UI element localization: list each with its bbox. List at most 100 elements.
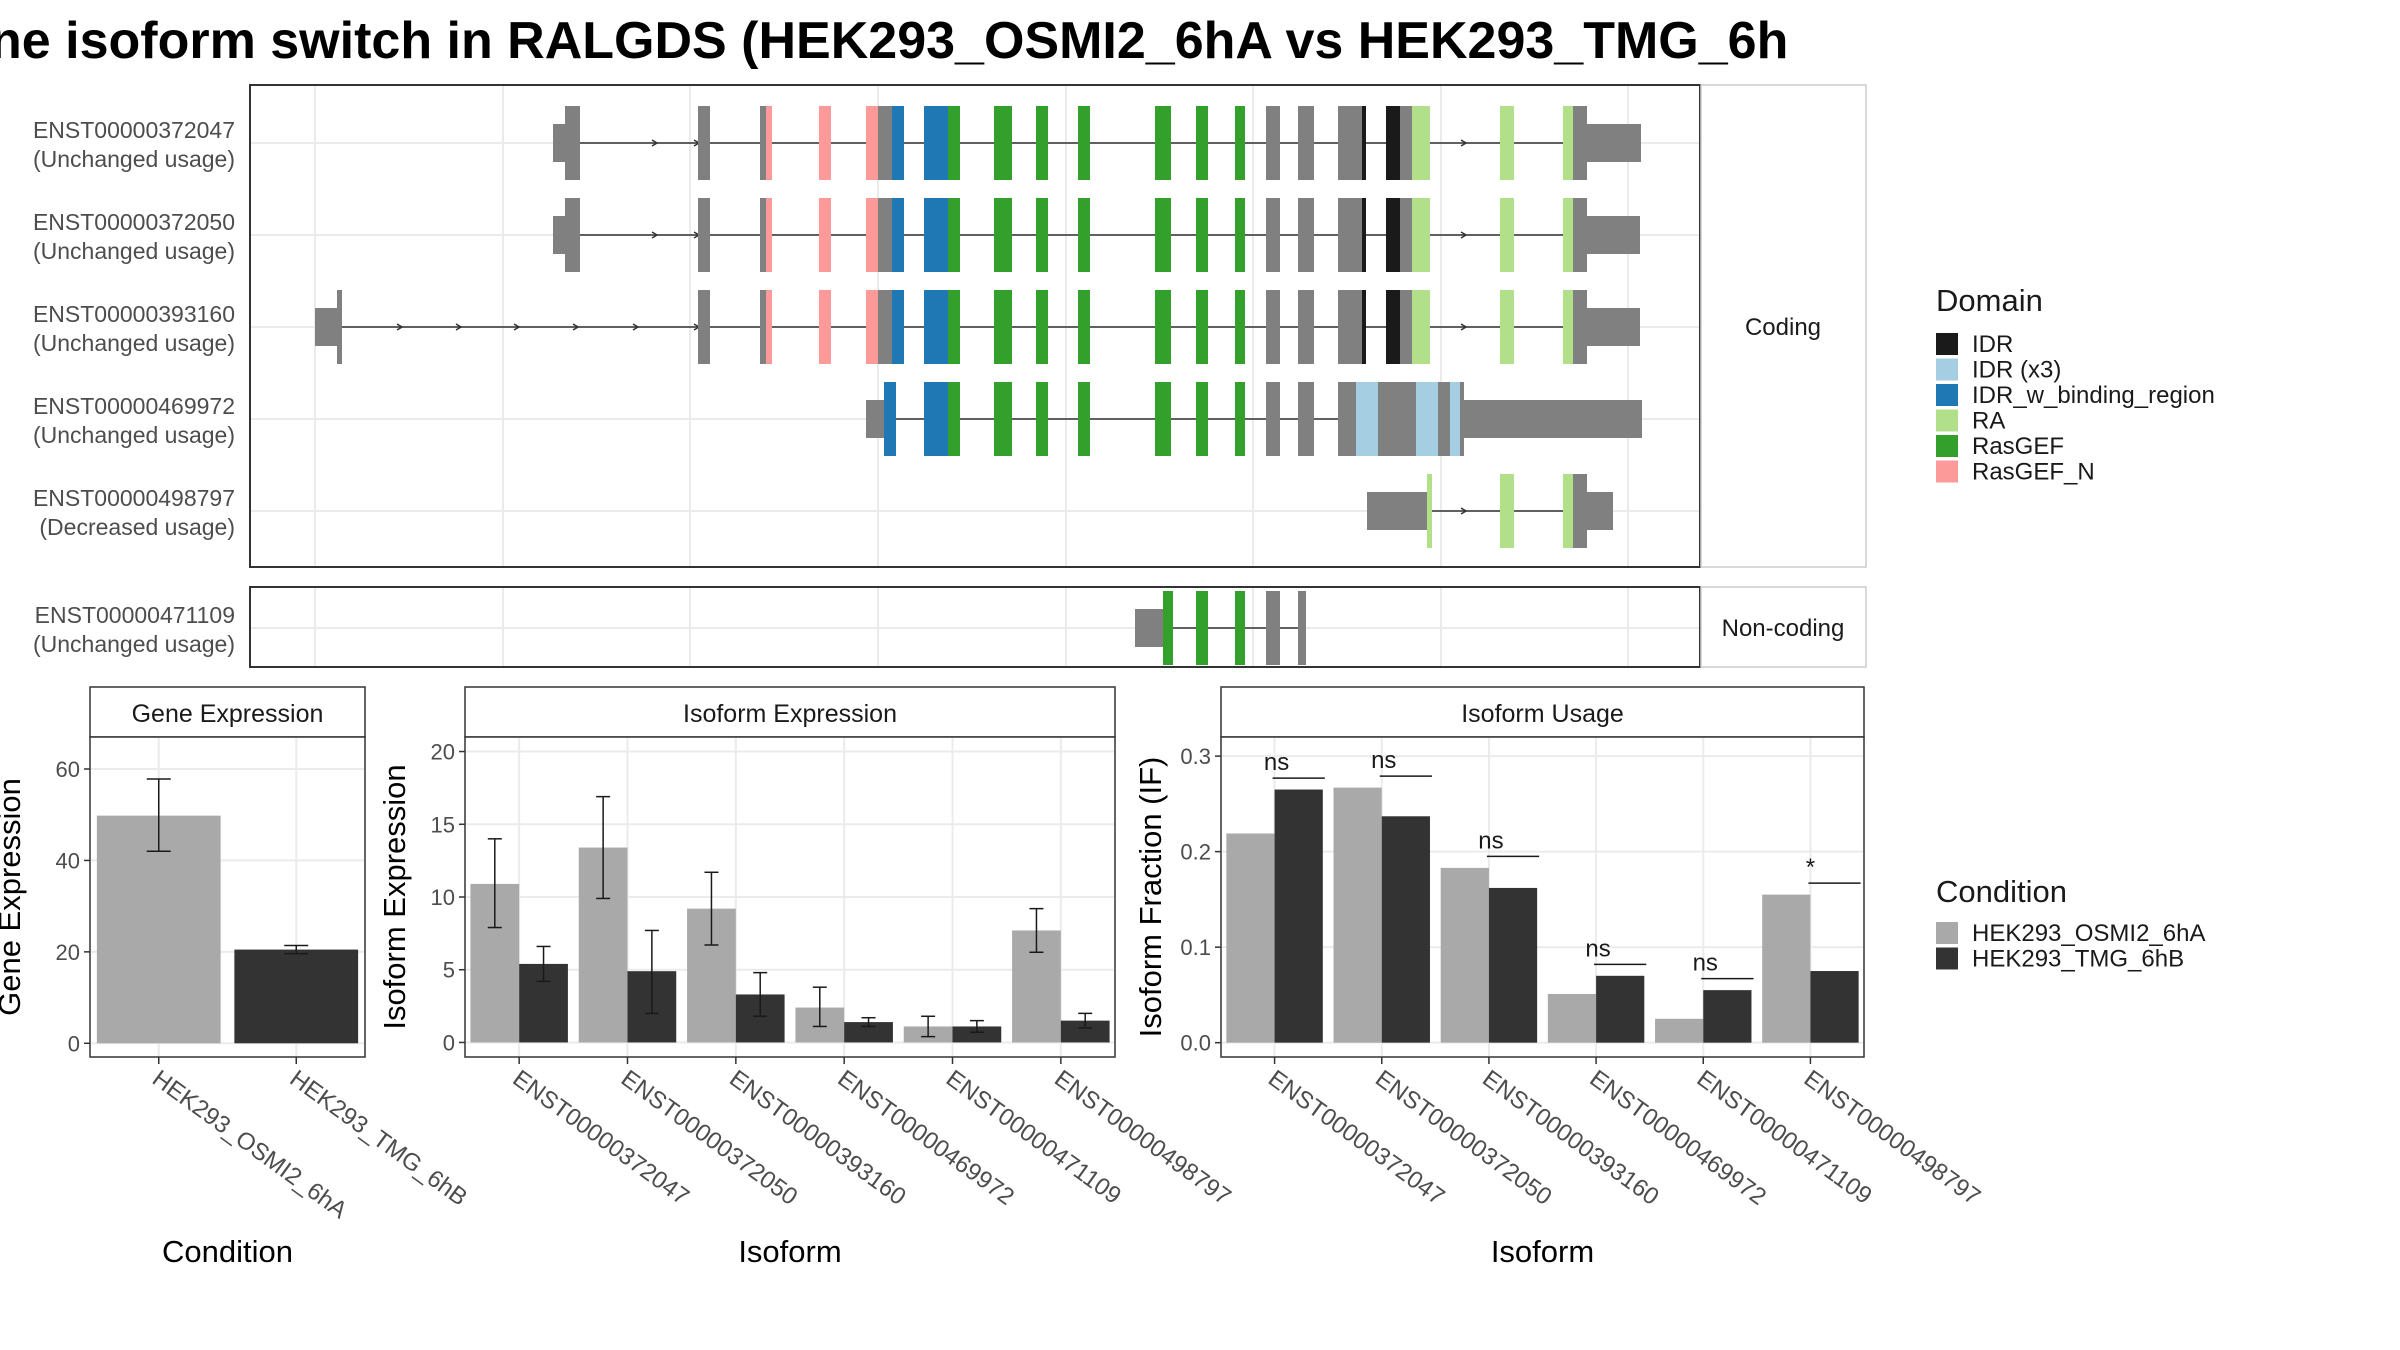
exon: [1163, 591, 1173, 665]
facet-strip-noncoding: [1700, 586, 1867, 668]
transcript-usage-label: (Decreased usage): [39, 514, 235, 540]
x-tick-label: ENST00000498797: [1049, 1065, 1235, 1211]
transcript-usage-label: (Unchanged usage): [33, 238, 235, 264]
panel-title: Isoform Usage: [1461, 700, 1624, 728]
exon: [1386, 198, 1400, 272]
y-tick-label: 0.2: [1180, 840, 1211, 865]
exon: [1573, 106, 1587, 180]
transcript-usage-label: (Unchanged usage): [33, 146, 235, 172]
x-tick-label: ENST00000372047: [1263, 1065, 1449, 1211]
y-axis-title: Isoform Expression: [377, 764, 412, 1029]
significance-label: ns: [1478, 827, 1503, 854]
bar: [1440, 867, 1489, 1043]
exon: [1386, 290, 1400, 364]
strand-arrow: [396, 323, 404, 331]
exon: [1196, 591, 1208, 665]
y-tick-label: 15: [431, 812, 455, 837]
exon: [1298, 290, 1314, 364]
legend-condition-label: HEK293_TMG_6hB: [1972, 946, 2184, 973]
legend-domain-label: IDR_w_binding_region: [1972, 382, 2215, 409]
x-tick-label: ENST00000469972: [1585, 1065, 1771, 1211]
x-tick-label: ENST00000471109: [1692, 1065, 1877, 1210]
exon: [1400, 106, 1412, 180]
exon: [1563, 474, 1573, 548]
transcript-id-label: ENST00000469972: [33, 393, 235, 419]
x-tick-label: ENST00000393160: [1477, 1065, 1663, 1211]
panel-box: [1220, 736, 1865, 1058]
x-tick-label: ENST00000372050: [1370, 1065, 1556, 1211]
legend-domain-title: Domain: [1936, 283, 2043, 318]
strand-arrow: [572, 323, 580, 331]
bar: [1488, 887, 1538, 1043]
bar: [1226, 833, 1275, 1043]
y-axis-title: Gene Expression: [0, 778, 27, 1016]
legend-domain-swatch: [1936, 358, 1958, 381]
bar: [1274, 789, 1323, 1043]
exon: [1450, 382, 1460, 456]
exon: [1362, 198, 1366, 272]
exon: [878, 106, 892, 180]
bar: [1762, 894, 1811, 1043]
significance-label: ns: [1585, 935, 1610, 962]
exon: [948, 382, 960, 456]
exon: [1196, 382, 1208, 456]
facet-strip-coding: [1700, 84, 1867, 568]
exon: [1500, 198, 1514, 272]
exon: [1078, 382, 1090, 456]
significance-label: *: [1806, 854, 1815, 881]
exon: [337, 290, 342, 364]
strand-arrow: [513, 323, 521, 331]
exon: [924, 198, 948, 272]
exon: [1362, 106, 1366, 180]
legend-domain-swatch: [1936, 460, 1958, 483]
bar: [952, 1026, 1002, 1043]
legend-domain-label: RasGEF_N: [1972, 459, 2095, 486]
exon: [1464, 400, 1642, 438]
legend-condition-swatch: [1936, 947, 1958, 970]
bar: [1655, 1018, 1704, 1043]
strand-arrow: [1460, 323, 1468, 331]
exon: [1416, 382, 1438, 456]
exon: [1266, 382, 1280, 456]
exon: [1196, 198, 1208, 272]
significance-label: ns: [1264, 749, 1289, 776]
y-tick-label: 0: [443, 1030, 455, 1055]
strand-arrow: [1460, 139, 1468, 147]
exon: [1036, 290, 1048, 364]
strand-arrow: [1460, 231, 1468, 239]
transcript-id-label: ENST00000372047: [33, 117, 235, 143]
exon: [1155, 198, 1171, 272]
exon: [766, 290, 772, 364]
exon: [994, 106, 1012, 180]
exon: [1078, 290, 1090, 364]
exon: [866, 106, 878, 180]
exon: [766, 106, 772, 180]
transcript-id-label: ENST00000471109: [35, 602, 235, 628]
exon: [565, 106, 580, 180]
strand-arrow: [651, 231, 659, 239]
x-tick-label: ENST00000471109: [941, 1065, 1126, 1210]
panel-strip: [464, 686, 1116, 738]
legend-domain-swatch: [1936, 384, 1958, 406]
exon: [1266, 591, 1280, 665]
exon: [1235, 198, 1245, 272]
chart-panel-1: Isoform Expression 0 5 10 15 20 ENST0000037204…: [377, 686, 1236, 1269]
transcript-id-label: ENST00000393160: [33, 301, 235, 327]
bar-chart-panels: Gene Expression0204060HEK293_OSMI2_6hAHE…: [0, 686, 1985, 1269]
exon: [1298, 198, 1314, 272]
exon: [878, 198, 892, 272]
y-tick-label: 0: [68, 1031, 80, 1056]
exon: [1563, 290, 1573, 364]
y-axis-title: Isoform Fraction (IF): [1133, 757, 1168, 1038]
exon: [1135, 609, 1163, 647]
exon: [1338, 198, 1362, 272]
exon: [1036, 198, 1048, 272]
bar: [1596, 975, 1645, 1043]
exon: [1587, 216, 1640, 254]
exon: [553, 216, 565, 254]
exon: [1155, 106, 1171, 180]
exon: [884, 382, 896, 456]
chart-panel-2: Isoform Usage 0.0 0.1 0.2 0.3 ns ns ns ns ns * ENST…: [1133, 686, 1985, 1269]
